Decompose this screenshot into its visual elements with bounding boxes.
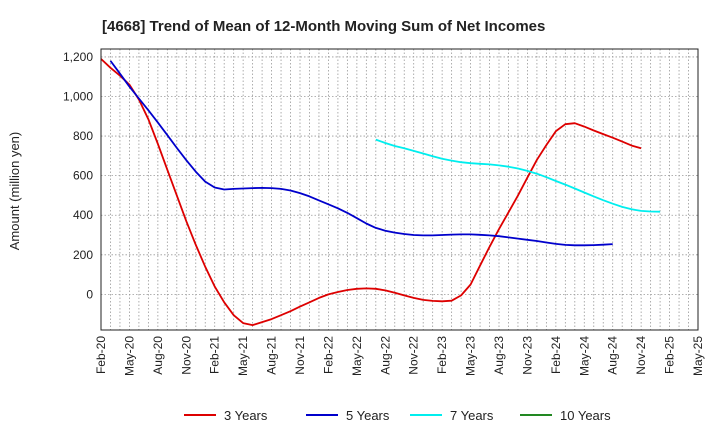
series-line-3-years <box>100 58 642 326</box>
y-tick-label: 200 <box>73 248 93 262</box>
x-tick-label: May-21 <box>236 336 250 376</box>
y-tick-labels: 0 200 400 600 800 1,000 1,200 <box>63 50 93 301</box>
x-tick-label: Aug-23 <box>492 336 506 375</box>
x-tick-label: Aug-24 <box>606 336 620 375</box>
legend-label: 3 Years <box>224 408 268 423</box>
series-line-7-years <box>375 138 661 213</box>
x-tick-label: May-23 <box>464 336 478 376</box>
x-tick-label: Feb-23 <box>435 336 449 374</box>
x-tick-label: Nov-24 <box>634 336 648 375</box>
series-line-5-years <box>109 60 613 247</box>
legend: 3 Years 5 Years 7 Years 10 Years <box>184 408 611 423</box>
plot-frame <box>100 48 699 331</box>
x-tick-label: May-22 <box>350 336 364 376</box>
x-tick-label: May-24 <box>577 336 591 376</box>
x-tick-label: Aug-21 <box>265 336 279 375</box>
grid <box>101 49 698 330</box>
legend-label: 5 Years <box>346 408 390 423</box>
y-tick-label: 800 <box>73 129 93 143</box>
y-axis-label: Amount (million yen) <box>7 132 22 251</box>
x-tick-label: May-20 <box>122 336 136 376</box>
x-tick-labels: Feb-20 May-20 Aug-20 Nov-20 Feb-21 May-21 Aug-… <box>94 336 705 376</box>
x-tick-label: Nov-20 <box>179 336 193 375</box>
x-tick-label: Feb-21 <box>208 336 222 374</box>
y-tick-label: 1,000 <box>63 89 93 103</box>
series-lines <box>100 58 661 326</box>
legend-label: 7 Years <box>450 408 494 423</box>
x-tick-label: Feb-25 <box>663 336 677 374</box>
x-tick-label: Feb-20 <box>94 336 108 374</box>
legend-label: 10 Years <box>560 408 611 423</box>
x-tick-label: Aug-20 <box>151 336 165 375</box>
x-tick-label: Aug-22 <box>378 336 392 375</box>
y-tick-label: 600 <box>73 169 93 183</box>
chart-title: [4668] Trend of Mean of 12-Month Moving … <box>102 18 545 35</box>
x-tick-label: Feb-22 <box>321 336 335 374</box>
x-tick-label: Nov-21 <box>293 336 307 375</box>
x-tick-label: Nov-22 <box>407 336 421 375</box>
y-tick-label: 1,200 <box>63 50 93 64</box>
x-tick-label: May-25 <box>691 336 705 376</box>
x-tick-label: Nov-23 <box>520 336 534 375</box>
y-tick-label: 0 <box>86 287 93 301</box>
x-tick-label: Feb-24 <box>549 336 563 374</box>
y-tick-label: 400 <box>73 208 93 222</box>
